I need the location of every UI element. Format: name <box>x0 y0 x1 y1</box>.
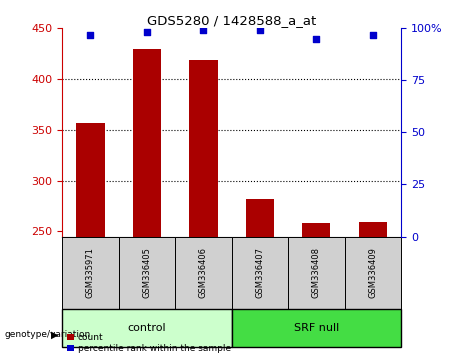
Bar <box>62 309 231 347</box>
Point <box>87 32 94 38</box>
Bar <box>344 236 401 309</box>
Text: GSM335971: GSM335971 <box>86 247 95 298</box>
Bar <box>231 309 401 347</box>
Bar <box>231 236 288 309</box>
Text: GSM336407: GSM336407 <box>255 247 265 298</box>
Text: genotype/variation: genotype/variation <box>5 330 91 339</box>
Point <box>143 30 151 35</box>
Bar <box>288 236 344 309</box>
Title: GDS5280 / 1428588_a_at: GDS5280 / 1428588_a_at <box>147 14 316 27</box>
Point <box>200 28 207 33</box>
Text: GSM336406: GSM336406 <box>199 247 208 298</box>
Text: GSM336409: GSM336409 <box>368 247 378 298</box>
Bar <box>302 223 331 236</box>
Point <box>369 32 377 38</box>
Bar <box>189 60 218 236</box>
Bar <box>133 48 161 236</box>
Bar <box>359 222 387 236</box>
Bar <box>175 236 231 309</box>
Text: SRF null: SRF null <box>294 323 339 333</box>
Text: GSM336408: GSM336408 <box>312 247 321 298</box>
Bar <box>77 123 105 236</box>
Bar <box>246 199 274 236</box>
Legend: count, percentile rank within the sample: count, percentile rank within the sample <box>67 333 230 353</box>
Bar <box>62 236 118 309</box>
Text: GSM336405: GSM336405 <box>142 247 152 298</box>
Point <box>256 28 264 33</box>
Bar <box>118 236 175 309</box>
Point <box>313 36 320 41</box>
Text: ▶: ▶ <box>51 330 58 339</box>
Text: control: control <box>128 323 166 333</box>
